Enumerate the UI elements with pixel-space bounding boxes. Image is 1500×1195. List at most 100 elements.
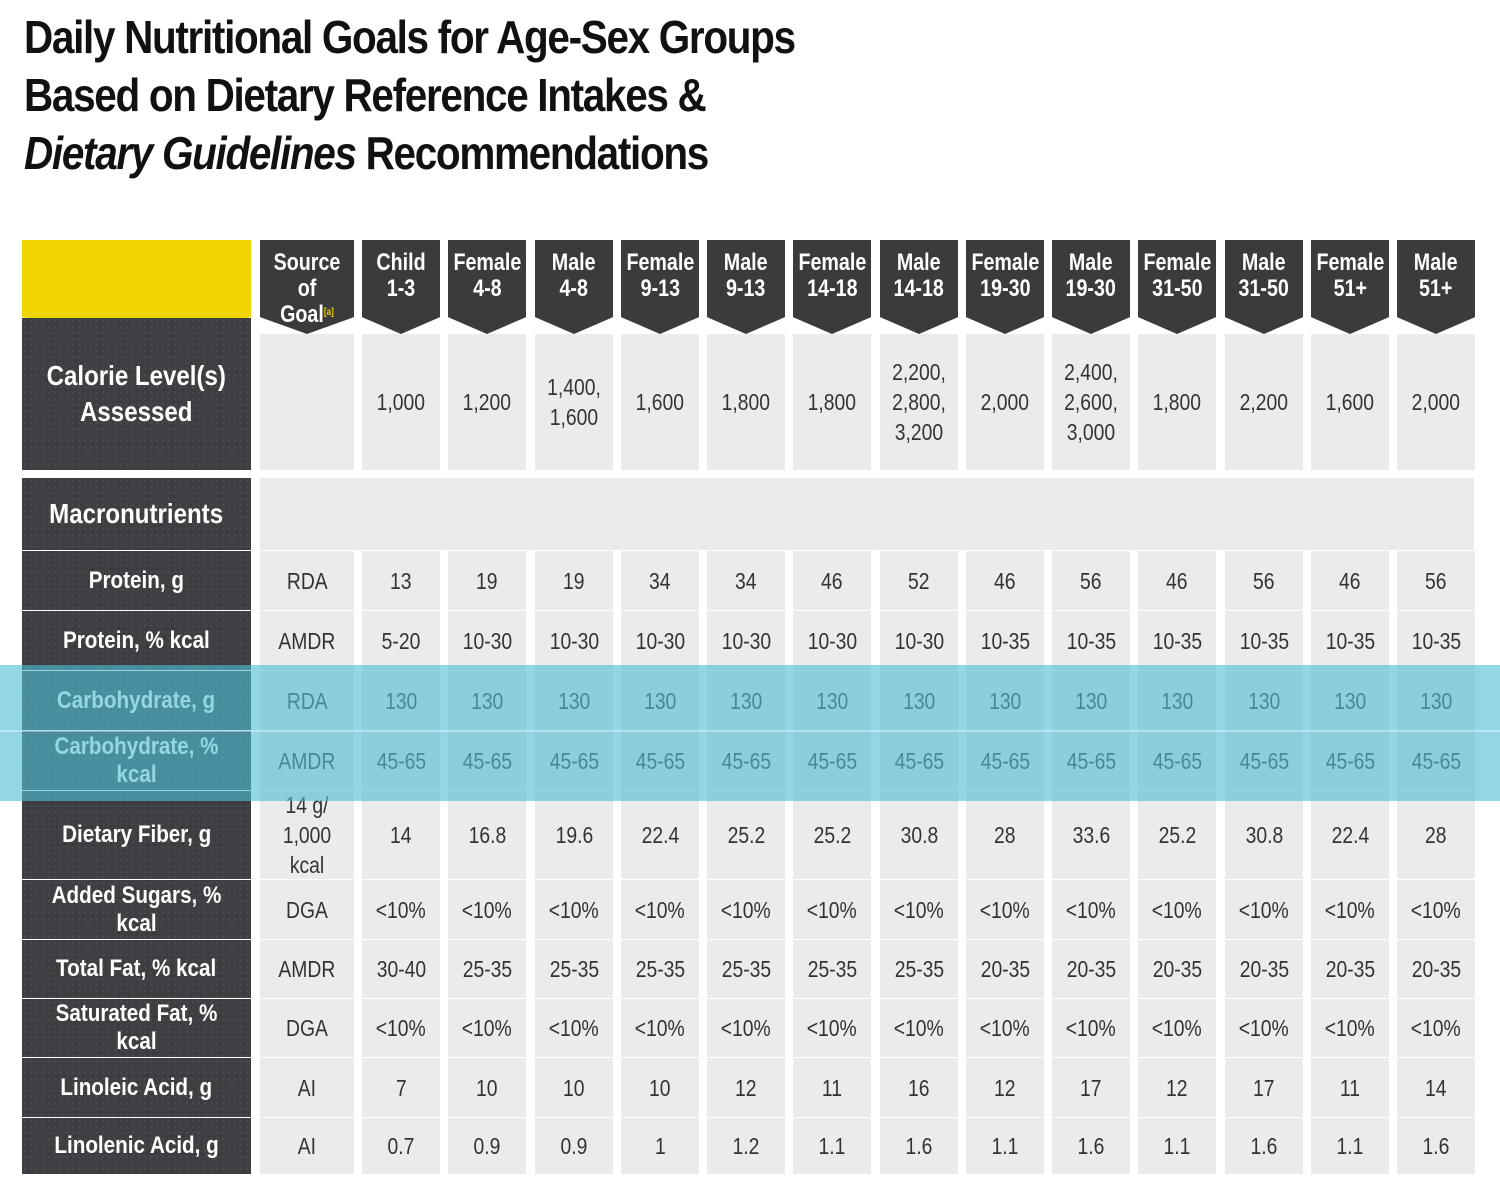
table-cell-text: 28 <box>994 822 1016 848</box>
table-cell-text: 56 <box>1425 567 1447 594</box>
source-cell: 14 g/ 1,000 kcal <box>260 791 354 879</box>
table-cell-text: 30.8 <box>900 822 938 848</box>
table-cell-text: <10% <box>721 1015 771 1041</box>
source-cell-text: DGA <box>286 1015 328 1041</box>
table-cell-text: 2,200 <box>1239 389 1289 415</box>
section-label-macronutrients-text: Macronutrients <box>49 498 224 529</box>
row-label-linoleic-acid-g-text: Linoleic Acid, g <box>60 1073 213 1101</box>
table-cell: 25-35 <box>880 940 958 998</box>
table-cell: 19.6 <box>535 791 613 879</box>
table-cell-text: 25.2 <box>1158 822 1196 848</box>
column-header-text: Female 31-50 <box>1143 249 1211 302</box>
table-cell-text: 130 <box>902 687 936 714</box>
table-cell: 20-35 <box>1397 940 1475 998</box>
table-cell: 10-30 <box>793 611 871 670</box>
table-cell: 56 <box>1052 551 1130 610</box>
table-cell: 10-30 <box>535 611 613 670</box>
table-cell: 20-35 <box>1225 940 1303 998</box>
table-cell-text: 45-65 <box>980 747 1030 774</box>
table-cell: 22.4 <box>1311 791 1389 879</box>
column-header-text: Male 4-8 <box>552 249 596 302</box>
source-cell-text: RDA <box>286 687 328 714</box>
table-cell: <10% <box>362 880 440 939</box>
table-cell-text: 1,800 <box>807 389 857 415</box>
source-cell-text: AI <box>297 1133 317 1159</box>
table-cell: 25-35 <box>793 940 871 998</box>
table-cell-text: 10-30 <box>635 627 685 654</box>
column-header: Female 4-8 <box>448 240 526 334</box>
table-cell: <10% <box>793 880 871 939</box>
table-cell-text: <10% <box>721 896 771 923</box>
column-header-text: Female 51+ <box>1316 249 1384 302</box>
table-cell: 1,600 <box>1311 334 1389 470</box>
row-label-calorie-level-text: Calorie Level(s) Assessed <box>46 360 227 427</box>
table-cell: 1.1 <box>1138 1118 1216 1174</box>
column-header-text: Child 1-3 <box>376 249 426 302</box>
table-cell-text: 1.1 <box>1336 1133 1364 1159</box>
table-cell: 25-35 <box>448 940 526 998</box>
table-cell: 20-35 <box>1052 940 1130 998</box>
table-cell: 45-65 <box>966 731 1044 790</box>
column-header: Male 51+ <box>1397 240 1475 334</box>
table-cell: 130 <box>535 671 613 730</box>
table-cell: 130 <box>1052 671 1130 730</box>
table-cell-text: <10% <box>635 896 685 923</box>
table-cell: 34 <box>621 551 699 610</box>
table-cell-text: 130 <box>729 687 763 714</box>
row-label-carbohydrate-g: Carbohydrate, g <box>22 671 251 730</box>
table-cell: 46 <box>1311 551 1389 610</box>
column-header: Child 1-3 <box>362 240 440 334</box>
row-label-linolenic-acid-g: Linolenic Acid, g <box>22 1118 251 1174</box>
table-cell-text: <10% <box>1239 1015 1289 1041</box>
table-cell-text: 130 <box>815 687 849 714</box>
table-cell-text: 45-65 <box>376 747 426 774</box>
table-cell-text: 25-35 <box>807 956 857 982</box>
table-cell: 130 <box>1311 671 1389 730</box>
title-italic: Dietary Guidelines <box>24 127 357 179</box>
table-cell-text: 1 <box>654 1133 666 1159</box>
source-cell-text: AI <box>297 1074 317 1101</box>
table-cell-text: 0.9 <box>473 1133 501 1159</box>
table-cell-text: 10-30 <box>721 627 771 654</box>
table-cell: 10 <box>448 1058 526 1117</box>
table-cell-text: 10-35 <box>1066 627 1116 654</box>
table-cell-text: 1.1 <box>818 1133 846 1159</box>
table-cell: 1,600 <box>621 334 699 470</box>
source-cell-text: AMDR <box>278 627 336 654</box>
column-header-text: Female 9-13 <box>626 249 694 302</box>
row-label-carbohydrate-kcal: Carbohydrate, % kcal <box>22 731 251 790</box>
table-cell-text: 1.2 <box>732 1133 760 1159</box>
table-cell: 25.2 <box>707 791 785 879</box>
source-cell-text: RDA <box>286 567 328 594</box>
table-cell: 11 <box>1311 1058 1389 1117</box>
table-cell-text: 46 <box>1166 567 1188 594</box>
table-cell-text: 1.6 <box>905 1133 933 1159</box>
source-cell-text: AMDR <box>278 747 336 774</box>
source-cell: AMDR <box>260 731 354 790</box>
table-cell: <10% <box>707 880 785 939</box>
table-cell: 2,400, 2,600, 3,000 <box>1052 334 1130 470</box>
table-cell-text: 14 <box>1425 1074 1447 1101</box>
source-cell: AMDR <box>260 611 354 670</box>
table-cell: 2,200, 2,800, 3,200 <box>880 334 958 470</box>
table-cell: 19 <box>535 551 613 610</box>
table-cell-text: 130 <box>1160 687 1194 714</box>
row-label-added-sugars-kcal-text: Added Sugars, % kcal <box>51 881 222 937</box>
table-cell: 56 <box>1397 551 1475 610</box>
table-cell-text: <10% <box>1411 1015 1461 1041</box>
table-cell: 1,000 <box>362 334 440 470</box>
title-line-1: Daily Nutritional Goals for Age-Sex Grou… <box>24 11 796 63</box>
table-cell: <10% <box>448 880 526 939</box>
table-cell-text: 30.8 <box>1245 822 1283 848</box>
table-cell-text: 45-65 <box>1152 747 1202 774</box>
table-cell: 46 <box>1138 551 1216 610</box>
table-cell: 2,000 <box>966 334 1044 470</box>
table-cell: <10% <box>880 999 958 1057</box>
table-cell-text: 10 <box>649 1074 671 1101</box>
table-cell: 130 <box>448 671 526 730</box>
column-header-text: Male 9-13 <box>724 249 768 302</box>
table-cell-text: 45-65 <box>807 747 857 774</box>
column-header: Female 9-13 <box>621 240 699 334</box>
row-label-protein-g: Protein, g <box>22 551 251 610</box>
column-header: Male 14-18 <box>880 240 958 334</box>
